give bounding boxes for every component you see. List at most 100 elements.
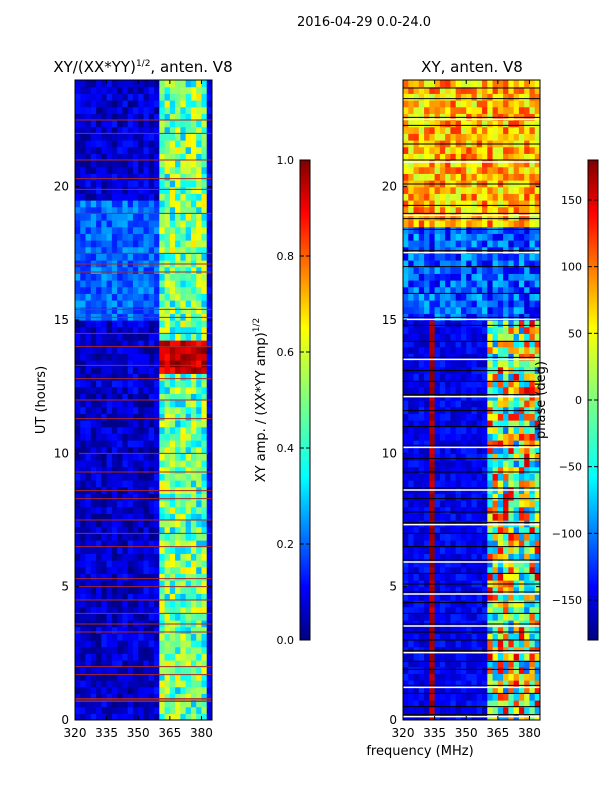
amp-heat-cell [201, 140, 208, 148]
amp-heat-cell [180, 506, 187, 514]
phase-heat-cell [534, 126, 540, 134]
phase-heat-cell [487, 193, 494, 201]
phase-heat-cell [429, 706, 436, 714]
phase-heat-cell [408, 400, 415, 408]
amp-heat-cell [159, 206, 166, 214]
amp-heat-cell [159, 560, 166, 568]
amp-heat-cell [159, 433, 166, 441]
amp-heat-cell [169, 633, 176, 641]
phase-heat-cell [508, 380, 515, 388]
amp-heat-cell [75, 540, 81, 548]
phase-heat-cell [424, 173, 430, 181]
phase-heat-cell [466, 433, 473, 441]
amp-heat-cell [111, 493, 118, 501]
phase-heat-cell [434, 446, 441, 454]
phase-heat-cell [429, 560, 436, 568]
amp-heat-cell [175, 413, 181, 421]
amp-heat-cell [96, 373, 102, 381]
amp-heat-cell [132, 206, 139, 214]
phase-heat-cell [482, 186, 488, 194]
amp-heat-cell [196, 273, 203, 281]
amp-heat-cell [154, 246, 160, 254]
phase-heat-cell [487, 213, 494, 221]
amp-heat-cell [196, 586, 203, 594]
amp-heat-cell [138, 646, 145, 654]
amp-heat-cell [185, 606, 192, 614]
phase-heat-cell [424, 213, 430, 221]
amp-heat-cell [96, 106, 102, 114]
phase-heat-cell [460, 260, 467, 268]
phase-heat-cell [513, 686, 520, 694]
amp-heat-cell [159, 246, 166, 254]
amp-heat-cell [75, 460, 81, 468]
phase-heat-cell [466, 320, 473, 328]
amp-heat-cell [85, 686, 92, 694]
amp-heat-cell [80, 80, 87, 88]
amp-heat-cell [96, 246, 102, 254]
amp-heat-cell [80, 206, 87, 214]
amp-heat-cell [154, 593, 160, 601]
phase-heat-cell [529, 200, 536, 208]
phase-heat-cell [524, 446, 531, 454]
amp-heat-cell [148, 146, 155, 154]
amp-heat-cell [159, 186, 166, 194]
phase-heat-cell [403, 593, 409, 601]
amp-heat-cell [85, 580, 92, 588]
phase-heat-cell [471, 653, 478, 661]
amp-heat-cell [164, 140, 171, 148]
amp-heat-cell [143, 320, 150, 328]
amp-heat-cell [164, 400, 171, 408]
phase-heat-cell [439, 633, 446, 641]
amp-heat-cell [180, 666, 187, 674]
phase-heat-cell [476, 553, 483, 561]
amp-heat-cell [175, 533, 181, 541]
amp-heat-cell [111, 680, 118, 688]
amp-heat-cell [75, 526, 81, 534]
phase-heat-cell [518, 573, 525, 581]
amp-heat-cell [164, 406, 171, 414]
phase-heat-cell [476, 560, 483, 568]
amp-heat-cell [85, 400, 92, 408]
phase-heat-cell [513, 260, 520, 268]
amp-heat-cell [75, 393, 81, 401]
amp-heat-cell [190, 666, 197, 674]
phase-heat-cell [418, 640, 425, 648]
phase-heat-cell [439, 373, 446, 381]
phase-heat-cell [476, 380, 483, 388]
amp-heat-cell [132, 453, 139, 461]
amp-heat-cell [111, 100, 118, 108]
amp-heat-cell [196, 140, 203, 148]
phase-heat-cell [418, 146, 425, 154]
phase-heat-cell [487, 306, 494, 314]
amp-heat-cell [185, 526, 192, 534]
amp-heat-cell [154, 160, 160, 168]
phase-heat-cell [471, 293, 478, 301]
phase-heat-cell [524, 673, 531, 681]
amp-heat-cell [90, 586, 97, 594]
phase-heat-cell [497, 173, 504, 181]
phase-heat-cell [418, 400, 425, 408]
amp-heat-cell [96, 300, 102, 308]
amp-heat-cell [106, 560, 113, 568]
amp-heat-cell [75, 286, 81, 294]
amp-heat-cell [122, 140, 129, 148]
amp-heat-cell [201, 420, 208, 428]
amp-heat-cell [180, 553, 187, 561]
amp-heat-cell [185, 86, 192, 94]
amp-heat-cell [190, 613, 197, 621]
amp-heat-cell [75, 500, 81, 508]
amp-heat-cell [154, 706, 160, 714]
amp-heat-cell [117, 306, 124, 314]
phase-heat-cell [476, 306, 483, 314]
amp-heat-cell [101, 386, 108, 394]
phase-heat-cell [508, 533, 515, 541]
phase-heat-cell [513, 200, 520, 208]
phase-heat-cell [487, 653, 494, 661]
amp-heat-cell [190, 100, 197, 108]
amp-heat-cell [175, 693, 181, 701]
amp-heat-cell [148, 86, 155, 94]
amp-heat-cell [180, 573, 187, 581]
amp-heat-cell [180, 520, 187, 528]
amp-heat-cell [122, 186, 129, 194]
phase-heat-cell [418, 686, 425, 694]
